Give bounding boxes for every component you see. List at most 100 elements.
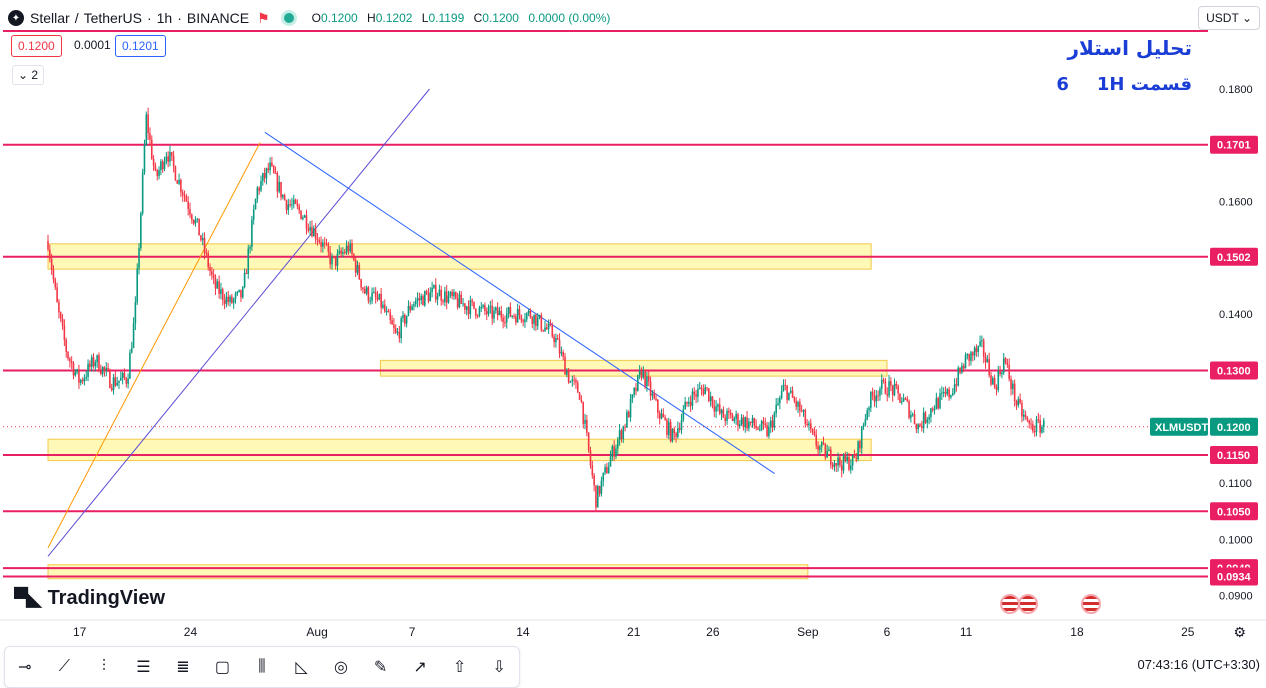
- candle-body: [409, 305, 412, 311]
- arrow-up-icon[interactable]: ⇧: [452, 659, 467, 676]
- candle-body: [618, 430, 621, 440]
- candle-body: [624, 426, 626, 428]
- brand-name: TradingView: [47, 587, 166, 609]
- fib-retracement-icon[interactable]: ≣: [176, 659, 190, 676]
- candle-body: [518, 309, 521, 316]
- candle-body: [580, 399, 583, 402]
- candle-body: [593, 475, 595, 486]
- buy-button[interactable]: 0.1201: [115, 35, 166, 57]
- candle-body: [227, 296, 230, 302]
- brush-icon[interactable]: ✎: [373, 659, 388, 676]
- x-tick-label: 26: [706, 625, 720, 639]
- candle-body: [744, 417, 747, 428]
- candle-body: [305, 215, 308, 229]
- vertical-line-icon[interactable]: ⫶: [101, 658, 106, 675]
- candle-body: [1004, 358, 1007, 363]
- candle-body: [627, 411, 630, 418]
- candle-body: [837, 457, 839, 466]
- candle-body: [78, 369, 80, 383]
- circle-icon[interactable]: ◎: [334, 659, 348, 676]
- separator: ·: [146, 10, 152, 26]
- quote-name[interactable]: TetherUS: [83, 10, 142, 26]
- candle-body: [265, 168, 268, 179]
- last-price-tag: [1210, 417, 1258, 436]
- sell-button[interactable]: 0.1200: [11, 35, 62, 57]
- spread-value: 0.0001: [74, 38, 111, 52]
- candle-body: [218, 281, 220, 294]
- candle-body: [533, 314, 535, 324]
- candle-body: [684, 401, 686, 410]
- candle-body: [205, 252, 208, 254]
- candle-body: [658, 412, 661, 419]
- candle-body: [502, 317, 504, 323]
- trend-line-icon[interactable]: ⟋: [58, 658, 70, 675]
- candle-body: [238, 289, 240, 292]
- price-level-label: 0.1150: [1217, 450, 1250, 462]
- x-tick-label: 18: [1070, 625, 1084, 639]
- candle-body: [458, 294, 461, 308]
- arrow-icon[interactable]: ↗: [413, 659, 427, 676]
- candle-body: [899, 393, 901, 403]
- us-flag-icon[interactable]: [1000, 594, 1020, 614]
- candle-body: [667, 421, 670, 435]
- candle-body: [789, 390, 792, 393]
- horizontal-ray-icon[interactable]: ⊸: [18, 659, 32, 676]
- us-flag-icon[interactable]: [1018, 594, 1038, 614]
- candle-body: [893, 383, 896, 396]
- candle-body: [127, 378, 129, 384]
- candle-body: [906, 398, 909, 402]
- candle-body: [644, 370, 646, 387]
- candle-body: [1012, 383, 1014, 390]
- candle-body: [156, 170, 159, 176]
- candle-body: [460, 294, 463, 304]
- candle-body: [851, 454, 854, 466]
- candle-body: [695, 394, 697, 397]
- flag-icon[interactable]: ⚑: [257, 9, 270, 26]
- candle-body: [318, 240, 321, 243]
- symbol-header[interactable]: ✦ Stellar / TetherUS · 1h · BINANCE ⚑ O0…: [8, 8, 616, 28]
- candle-body: [953, 384, 956, 394]
- candle-body: [702, 389, 705, 395]
- candle-body: [819, 446, 821, 450]
- candle-body: [1033, 431, 1036, 433]
- price-level-tag: [1210, 361, 1258, 380]
- us-flag-icon[interactable]: [1081, 594, 1101, 614]
- price-level-tag: [1210, 567, 1258, 586]
- candle-body: [542, 329, 544, 331]
- annotation-subtitle[interactable]: قسمت 61H: [1028, 74, 1192, 95]
- tradingview-logo[interactable]: ▀◣ TradingView: [14, 586, 165, 611]
- candle-body: [394, 328, 397, 333]
- candle-body: [611, 446, 614, 457]
- indicators-count: 2: [31, 68, 39, 82]
- trend-line: [47, 142, 261, 549]
- arrow-down-icon[interactable]: ⇩: [492, 659, 506, 676]
- symbol-name[interactable]: Stellar: [30, 10, 70, 26]
- candle-body: [469, 300, 472, 315]
- candle-body: [535, 314, 537, 326]
- candle-body: [129, 352, 131, 379]
- indicators-toggle[interactable]: ⌄ 2: [12, 65, 45, 85]
- price-level-label: 0.1300: [1217, 366, 1251, 378]
- price-level-tag: [1210, 445, 1258, 464]
- candle-body: [149, 133, 151, 140]
- candle-body: [163, 161, 166, 170]
- annotation-title[interactable]: تحلیل استلار: [1067, 36, 1192, 60]
- currency-select[interactable]: USDT ⌄: [1198, 6, 1260, 30]
- high-label: H: [367, 11, 376, 25]
- interval-label[interactable]: 1h: [156, 10, 173, 26]
- candle-body: [231, 296, 233, 303]
- candle-body: [586, 419, 588, 433]
- candle-body: [47, 241, 49, 250]
- gear-icon[interactable]: ⚙: [1233, 624, 1246, 640]
- exchange-label[interactable]: BINANCE: [186, 10, 250, 26]
- candle-body: [181, 192, 184, 196]
- candle-body: [107, 368, 109, 371]
- path-icon[interactable]: ◺: [295, 659, 308, 676]
- rectangle-icon[interactable]: ▢: [214, 659, 230, 676]
- parallel-channel-icon[interactable]: ☰: [136, 659, 151, 676]
- candle-body: [762, 421, 765, 424]
- clock[interactable]: 07:43:16 (UTC+3:30): [1137, 657, 1260, 672]
- candle-body: [600, 480, 603, 494]
- pitchfork-icon[interactable]: ⫼: [258, 658, 266, 675]
